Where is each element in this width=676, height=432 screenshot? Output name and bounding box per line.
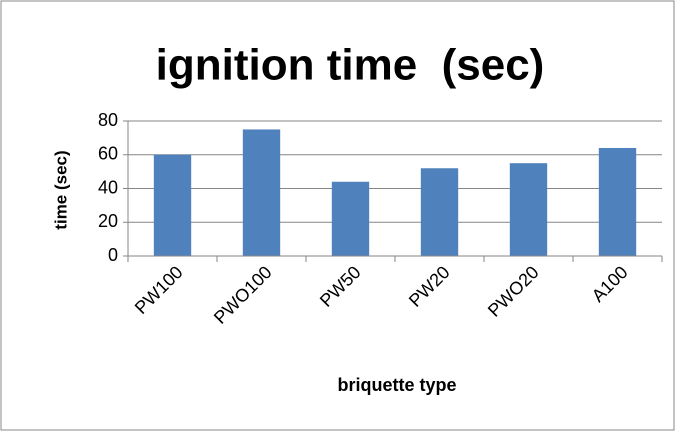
bar (420, 168, 459, 256)
chart-title: ignition time (sec) (156, 41, 545, 90)
bar (331, 181, 370, 256)
bar (153, 154, 192, 256)
y-tick-label: 80 (98, 110, 118, 130)
y-tick-label: 60 (98, 144, 118, 164)
y-tick-label: 40 (98, 177, 118, 197)
y-tick-label: 0 (108, 245, 118, 265)
y-axis-label: time (sec) (51, 150, 70, 229)
y-tick-label: 20 (98, 211, 118, 231)
bar (598, 148, 637, 256)
x-axis-label: briquette type (337, 375, 456, 395)
bar (509, 163, 548, 256)
bar (242, 129, 281, 256)
